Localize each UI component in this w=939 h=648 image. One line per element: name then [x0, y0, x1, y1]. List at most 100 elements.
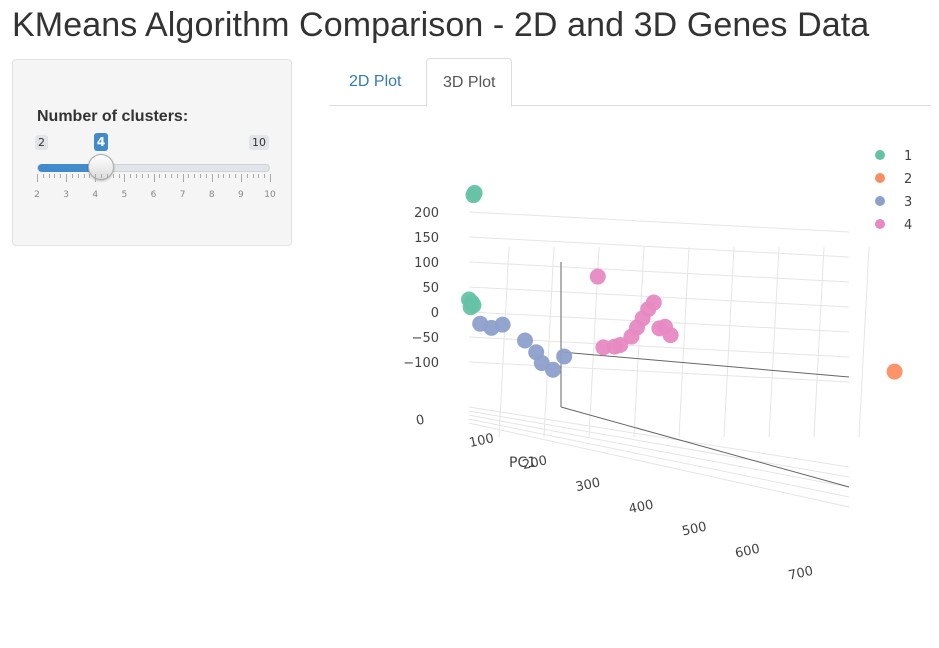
slider-tick — [165, 174, 167, 178]
data-points — [461, 184, 903, 380]
axis-line — [560, 351, 850, 378]
slider-tick — [95, 174, 97, 182]
slider-tick — [141, 174, 143, 178]
grid-line — [678, 246, 690, 438]
data-point — [662, 327, 679, 344]
data-point — [465, 297, 482, 314]
x-tick-label: 700 — [787, 564, 814, 584]
slider-tick — [159, 174, 161, 178]
legend-marker — [875, 150, 885, 160]
tab-3d-plot[interactable]: 3D Plot — [426, 58, 513, 107]
slider-fill — [38, 164, 97, 172]
grid-line — [813, 246, 825, 438]
slider-tick — [124, 174, 126, 182]
slider-tick-label: 4 — [92, 190, 99, 200]
grid-line — [468, 236, 850, 258]
slider-tick-label: 3 — [63, 190, 69, 200]
slider-tick — [258, 174, 260, 178]
grid-line — [468, 406, 850, 468]
slider-tick-label: 6 — [150, 190, 157, 200]
slider-tick — [77, 174, 79, 178]
slider-tick — [147, 174, 149, 178]
legend-label: 1 — [904, 149, 912, 164]
grid-line — [723, 246, 735, 438]
z-tick-label: 50 — [422, 281, 439, 296]
slider-value-badge: 4 — [94, 133, 108, 151]
z-tick-label: −50 — [412, 331, 439, 346]
legend-label: 3 — [904, 195, 912, 210]
slider-tick-label: 10 — [264, 190, 276, 200]
data-point — [466, 184, 483, 201]
data-point — [494, 316, 511, 333]
grid-line — [768, 246, 780, 438]
grid-line — [468, 418, 850, 498]
x-axis: 0 100 200 300 400 500 600 700 — [415, 413, 815, 584]
slider-tick — [71, 174, 73, 178]
slider-tick — [153, 174, 155, 182]
slider-tick — [118, 174, 120, 178]
slider-tick — [200, 174, 202, 178]
z-tick-label: −100 — [403, 356, 439, 371]
data-point — [545, 361, 561, 378]
legend-marker — [875, 219, 885, 229]
slider-tick — [188, 174, 190, 178]
legend: 1 2 3 4 — [875, 149, 912, 233]
slider-tick — [54, 174, 56, 178]
slider-tick — [252, 174, 254, 178]
data-point — [589, 268, 606, 285]
z-tick-label: 150 — [414, 231, 439, 246]
slider-tick — [89, 174, 91, 178]
slider-tick — [240, 174, 242, 182]
slider-tick — [246, 174, 248, 178]
slider-tick-label: 9 — [238, 190, 244, 200]
grid-line — [543, 246, 555, 438]
slider-tick — [217, 174, 219, 178]
plot-area[interactable]: 200 150 100 50 0 −50 −100 0 100 200 300 400 500 600 7… — [329, 107, 939, 643]
grid-line — [468, 414, 850, 488]
slider-tick — [42, 174, 44, 178]
slider-tick — [112, 174, 114, 178]
slider-tick-label: 7 — [179, 190, 186, 200]
data-point — [517, 332, 533, 349]
slider-max-label: 10 — [249, 135, 269, 150]
slider-tick — [223, 174, 225, 178]
data-point — [612, 336, 629, 353]
axis-line — [560, 406, 850, 488]
slider-tick — [60, 174, 62, 178]
slider-label: Number of clusters: — [37, 108, 189, 125]
slider-tick — [264, 174, 266, 178]
x-tick-label: 100 — [468, 431, 495, 451]
slider-track[interactable] — [37, 164, 270, 172]
slider-tick — [270, 174, 271, 182]
slider-tick-label: 5 — [121, 190, 128, 200]
slider-ticks: 2 3 4 5 6 7 8 9 10 — [34, 174, 276, 204]
z-tick-label: 200 — [414, 206, 439, 221]
slider-tick — [101, 174, 103, 178]
slider-tick — [130, 174, 132, 178]
slider-tick — [106, 174, 108, 178]
grid-line — [468, 211, 850, 233]
legend-label: 2 — [904, 172, 912, 187]
sidebar-panel: Number of clusters: 2 10 4 2 3 4 5 6 7 8 9 10 — [12, 59, 292, 246]
slider-tick-label: 2 — [34, 190, 40, 200]
slider-tick — [170, 174, 172, 178]
slider-tick — [136, 174, 138, 178]
x-tick-label: 400 — [628, 497, 655, 517]
x-tick-label: 200 — [521, 453, 548, 473]
slider-tick — [235, 174, 237, 178]
slider-tick — [37, 174, 38, 182]
slider-min-label: 2 — [35, 135, 48, 150]
x-tick-label: 0 — [415, 413, 426, 429]
grid-line — [468, 422, 850, 508]
tab-2d-plot[interactable]: 2D Plot — [349, 73, 402, 90]
data-point — [886, 363, 903, 380]
slider-tick — [66, 174, 68, 182]
grid-line — [468, 361, 850, 383]
slider-handle[interactable] — [88, 154, 114, 180]
tab-bar: 2D Plot 3D Plot — [329, 58, 931, 107]
x-tick-label: 300 — [574, 475, 601, 495]
slider-tick — [205, 174, 207, 178]
slider-tick — [194, 174, 196, 178]
x-tick-label: 600 — [734, 542, 761, 562]
